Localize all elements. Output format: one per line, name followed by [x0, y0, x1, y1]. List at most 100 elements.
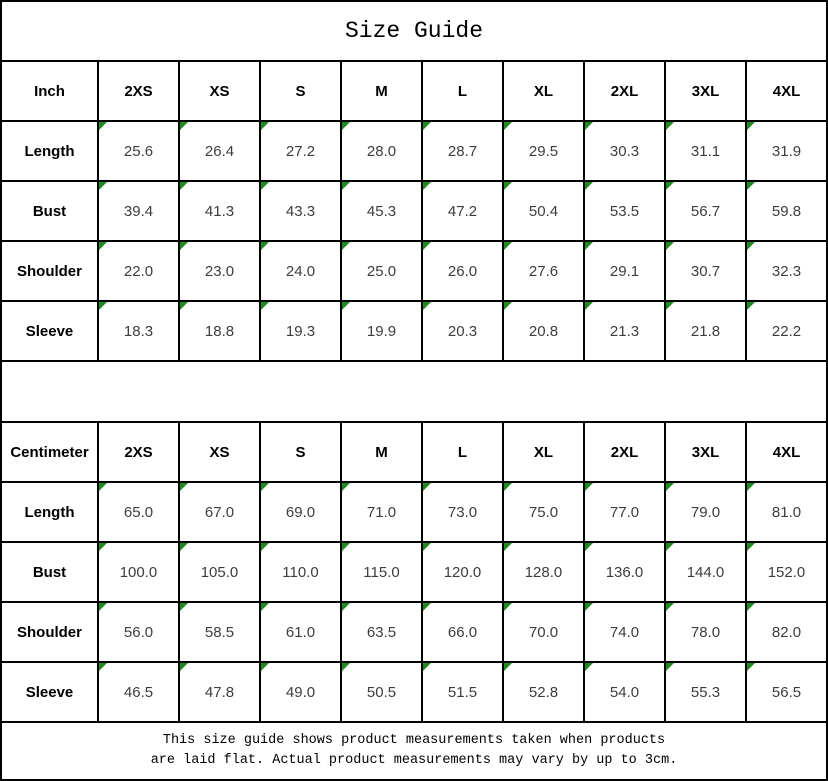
value-cell: 49.0 — [259, 661, 342, 723]
value-cell: 26.4 — [178, 120, 261, 182]
value-cell: 41.3 — [178, 180, 261, 242]
value-cell: 63.5 — [340, 601, 423, 663]
size-header-cell: S — [259, 60, 342, 122]
value-cell: 54.0 — [583, 661, 666, 723]
size-header-cell: XL — [502, 421, 585, 483]
value-cell: 75.0 — [502, 481, 585, 543]
measure-row-sleeve: Sleeve 18.3 18.8 19.3 19.9 20.3 20.8 21.3 21.8 22… — [0, 300, 828, 362]
size-header-cell: 2XL — [583, 60, 666, 122]
row-label-cell: Length — [0, 481, 99, 543]
value-cell: 79.0 — [664, 481, 747, 543]
size-header-cell: 3XL — [664, 421, 747, 483]
value-cell: 19.3 — [259, 300, 342, 362]
value-cell: 66.0 — [421, 601, 504, 663]
value-cell: 46.5 — [97, 661, 180, 723]
size-header-cell: 2XL — [583, 421, 666, 483]
value-cell: 71.0 — [340, 481, 423, 543]
value-cell: 70.0 — [502, 601, 585, 663]
value-cell: 32.3 — [745, 240, 828, 302]
size-header-cell: XL — [502, 60, 585, 122]
value-cell: 78.0 — [664, 601, 747, 663]
header-row: Inch 2XS XS S M L XL 2XL 3XL 4XL — [0, 60, 828, 122]
page-title: Size Guide — [0, 0, 828, 60]
value-cell: 50.5 — [340, 661, 423, 723]
value-cell: 22.2 — [745, 300, 828, 362]
footer-note-line2: are laid flat. Actual product measuremen… — [150, 753, 678, 768]
measure-row-length: Length 25.6 26.4 27.2 28.0 28.7 29.5 30.3 31.1 31… — [0, 120, 828, 182]
measure-row-bust: Bust 100.0 105.0 110.0 115.0 120.0 128.0 136.0 1… — [0, 541, 828, 603]
measure-row-bust: Bust 39.4 41.3 43.3 45.3 47.2 50.4 53.5 56.7 59.8 — [0, 180, 828, 242]
value-cell: 25.6 — [97, 120, 180, 182]
table-gap — [0, 362, 828, 421]
value-cell: 82.0 — [745, 601, 828, 663]
value-cell: 105.0 — [178, 541, 261, 603]
header-row: Centimeter 2XS XS S M L XL 2XL 3XL 4XL — [0, 421, 828, 483]
value-cell: 30.3 — [583, 120, 666, 182]
size-header-cell: S — [259, 421, 342, 483]
footer-note: This size guide shows product measuremen… — [0, 723, 828, 781]
value-cell: 22.0 — [97, 240, 180, 302]
value-cell: 27.6 — [502, 240, 585, 302]
value-cell: 59.8 — [745, 180, 828, 242]
value-cell: 115.0 — [340, 541, 423, 603]
value-cell: 53.5 — [583, 180, 666, 242]
footer-note-line1: This size guide shows product measuremen… — [162, 733, 666, 749]
row-label-cell: Shoulder — [0, 601, 99, 663]
value-cell: 128.0 — [502, 541, 585, 603]
value-cell: 110.0 — [259, 541, 342, 603]
value-cell: 55.3 — [664, 661, 747, 723]
value-cell: 73.0 — [421, 481, 504, 543]
value-cell: 20.3 — [421, 300, 504, 362]
value-cell: 50.4 — [502, 180, 585, 242]
value-cell: 45.3 — [340, 180, 423, 242]
size-header-cell: XS — [178, 421, 261, 483]
value-cell: 24.0 — [259, 240, 342, 302]
unit-header-cell: Centimeter — [0, 421, 99, 483]
value-cell: 23.0 — [178, 240, 261, 302]
row-label-cell: Length — [0, 120, 99, 182]
unit-header-cell: Inch — [0, 60, 99, 122]
size-header-cell: XS — [178, 60, 261, 122]
value-cell: 30.7 — [664, 240, 747, 302]
value-cell: 25.0 — [340, 240, 423, 302]
value-cell: 31.9 — [745, 120, 828, 182]
size-header-cell: 2XS — [97, 60, 180, 122]
value-cell: 18.8 — [178, 300, 261, 362]
value-cell: 152.0 — [745, 541, 828, 603]
tables-container: Inch 2XS XS S M L XL 2XL 3XL 4XL Length 25.6 26.4 27.… — [0, 60, 828, 723]
value-cell: 56.7 — [664, 180, 747, 242]
measure-row-shoulder: Shoulder 56.0 58.5 61.0 63.5 66.0 70.0 74.0 78.0… — [0, 601, 828, 663]
value-cell: 51.5 — [421, 661, 504, 723]
value-cell: 43.3 — [259, 180, 342, 242]
value-cell: 27.2 — [259, 120, 342, 182]
size-header-cell: 4XL — [745, 421, 828, 483]
value-cell: 67.0 — [178, 481, 261, 543]
row-label-cell: Shoulder — [0, 240, 99, 302]
value-cell: 39.4 — [97, 180, 180, 242]
value-cell: 31.1 — [664, 120, 747, 182]
value-cell: 77.0 — [583, 481, 666, 543]
value-cell: 52.8 — [502, 661, 585, 723]
size-header-cell: 3XL — [664, 60, 747, 122]
row-label-cell: Bust — [0, 180, 99, 242]
value-cell: 28.0 — [340, 120, 423, 182]
value-cell: 29.5 — [502, 120, 585, 182]
value-cell: 56.5 — [745, 661, 828, 723]
value-cell: 21.8 — [664, 300, 747, 362]
value-cell: 20.8 — [502, 300, 585, 362]
value-cell: 61.0 — [259, 601, 342, 663]
value-cell: 28.7 — [421, 120, 504, 182]
size-header-cell: M — [340, 421, 423, 483]
size-header-cell: L — [421, 421, 504, 483]
row-label-cell: Bust — [0, 541, 99, 603]
measure-row-shoulder: Shoulder 22.0 23.0 24.0 25.0 26.0 27.6 29.1 30.7… — [0, 240, 828, 302]
value-cell: 26.0 — [421, 240, 504, 302]
value-cell: 47.8 — [178, 661, 261, 723]
value-cell: 74.0 — [583, 601, 666, 663]
value-cell: 120.0 — [421, 541, 504, 603]
value-cell: 100.0 — [97, 541, 180, 603]
size-header-cell: 4XL — [745, 60, 828, 122]
row-label-cell: Sleeve — [0, 300, 99, 362]
value-cell: 65.0 — [97, 481, 180, 543]
